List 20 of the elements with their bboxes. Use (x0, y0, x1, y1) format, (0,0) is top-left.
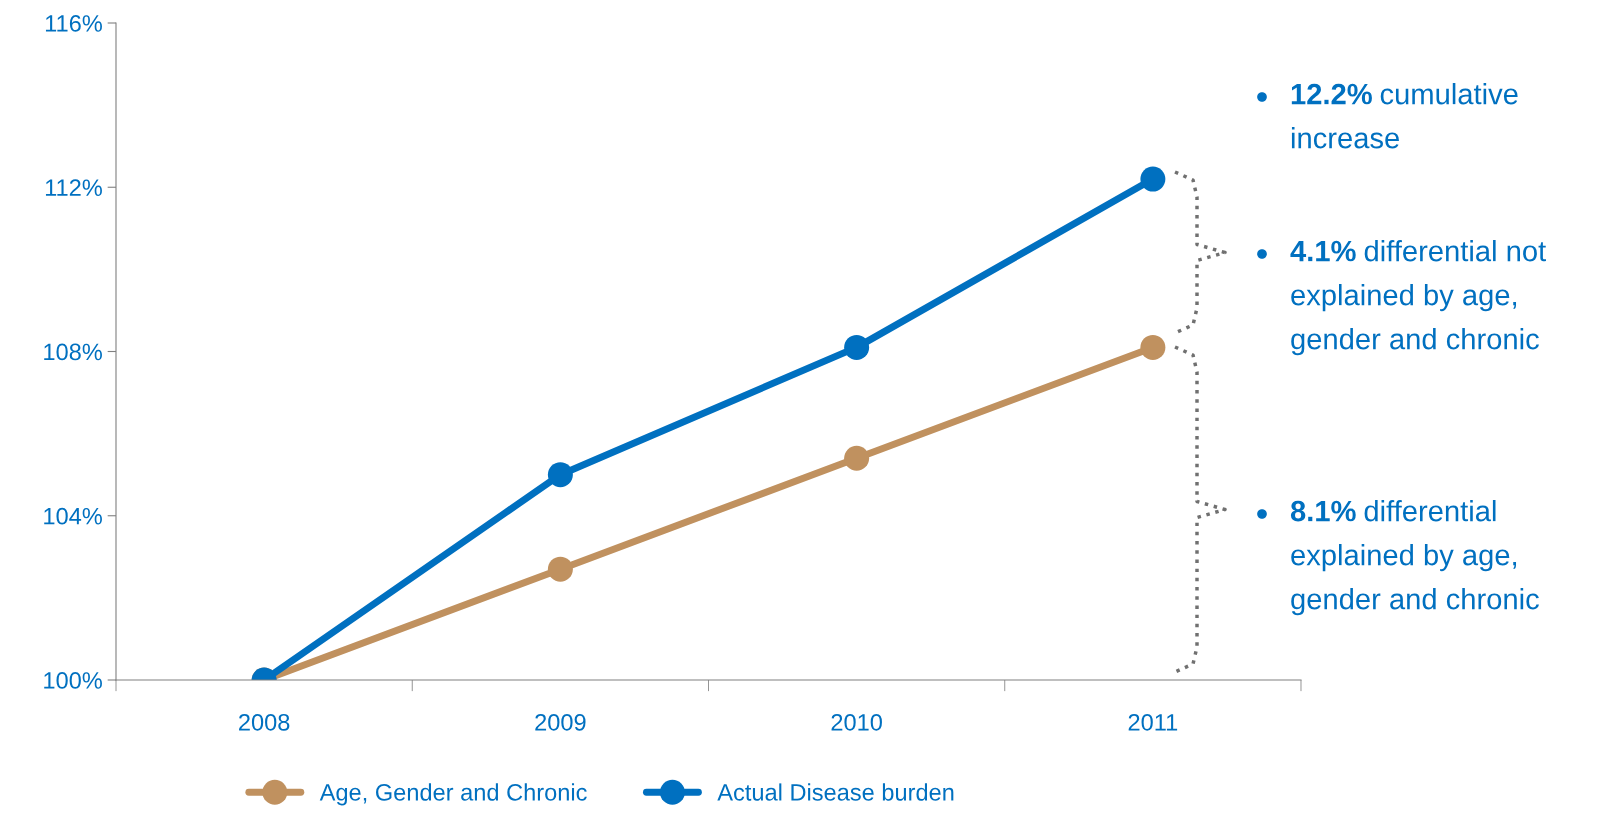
y-tick-label: 116% (45, 15, 102, 32)
point (547, 462, 573, 488)
legend-label: Actual Disease burden (717, 783, 954, 801)
x-tick-label: 2010 (831, 713, 882, 731)
y-tick-label: 112% (45, 179, 102, 196)
point (844, 445, 870, 471)
x-tick-label: 2011 (1128, 713, 1178, 731)
x-tick-label: 2008 (239, 713, 290, 731)
annotation: 12.2% cumulative increase (1291, 83, 1518, 149)
point (844, 334, 870, 360)
x-tick-label: 2009 (535, 713, 586, 731)
y-tick-label: 108% (44, 343, 102, 361)
y-tick-label: 100% (44, 672, 102, 689)
point (1140, 334, 1166, 360)
point (1140, 166, 1166, 192)
point (547, 556, 573, 582)
legend-label: Age, Gender and Chronic (319, 783, 587, 806)
annotation: 4.1% differential not explained by age, gender and chronic (1290, 240, 1546, 356)
y-tick-label: 104% (44, 507, 102, 525)
annotation: 8.1% differential explained by age, gender and chronic (1290, 500, 1539, 616)
